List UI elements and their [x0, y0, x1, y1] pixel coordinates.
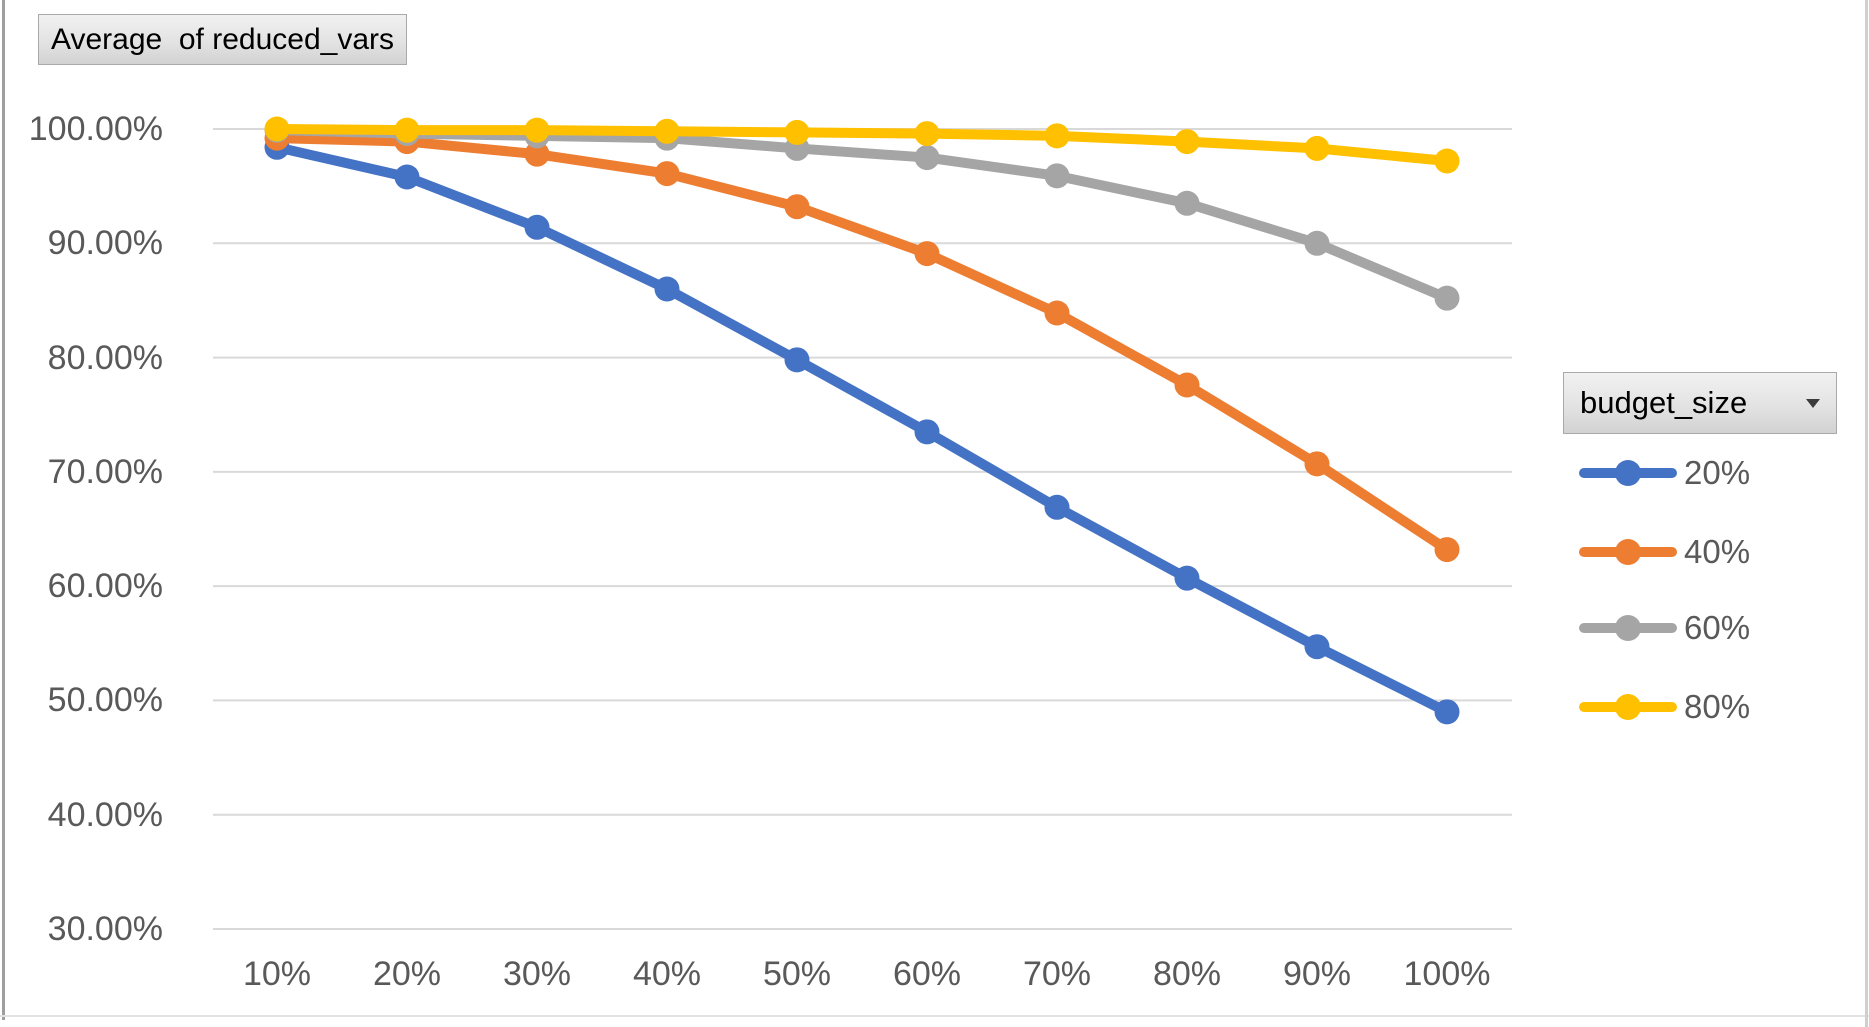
data-point-20%-90%	[1304, 634, 1330, 660]
legend-entry-20%: 20%	[1578, 453, 1750, 493]
y-axis-label: 50.00%	[47, 681, 163, 720]
legend-field-label: budget_size	[1580, 385, 1748, 420]
data-point-80%-60%	[914, 121, 940, 147]
data-point-20%-100%	[1434, 699, 1460, 725]
x-axis-label: 10%	[242, 955, 312, 993]
data-point-20%-60%	[914, 419, 940, 445]
data-point-60%-60%	[914, 145, 940, 171]
x-axis-label: 80%	[1152, 955, 1222, 993]
legend-entry-80%: 80%	[1578, 687, 1750, 727]
y-axis-label: 80.00%	[47, 338, 163, 377]
data-point-40%-50%	[784, 194, 810, 220]
chevron-down-icon[interactable]	[1806, 398, 1820, 408]
x-axis-label: 100%	[1403, 955, 1491, 993]
data-point-20%-70%	[1044, 494, 1070, 520]
data-point-40%-100%	[1434, 537, 1460, 563]
legend-label: 80%	[1684, 688, 1751, 725]
x-axis-label: 90%	[1282, 955, 1352, 993]
data-point-80%-50%	[784, 119, 810, 145]
data-point-20%-80%	[1174, 565, 1200, 591]
data-point-60%-80%	[1174, 190, 1200, 216]
x-axis-label: 30%	[502, 955, 572, 993]
series-line-80%	[272, 124, 1452, 166]
data-point-80%-90%	[1304, 135, 1330, 161]
data-point-40%-90%	[1304, 451, 1330, 477]
left-border-line	[2, 0, 5, 1020]
x-axis-label: 70%	[1022, 955, 1092, 993]
data-point-60%-90%	[1304, 230, 1330, 256]
data-point-80%-70%	[1044, 123, 1070, 149]
data-point-40%-40%	[654, 161, 680, 187]
y-axis-label: 60.00%	[47, 567, 163, 606]
series-line-20%	[272, 142, 1452, 717]
legend-marker-icon	[1579, 460, 1677, 486]
series-line-40%	[272, 133, 1452, 555]
x-axis-label: 20%	[372, 955, 442, 993]
legend-marker-icon	[1579, 615, 1677, 641]
y-axis-label: 70.00%	[47, 452, 163, 491]
legend-label: 40%	[1684, 533, 1751, 570]
right-border-line	[1865, 0, 1868, 1027]
x-axis-label: 60%	[892, 955, 962, 993]
data-point-80%-40%	[654, 118, 680, 144]
data-point-20%-40%	[654, 276, 680, 302]
legend-label: 60%	[1684, 609, 1751, 646]
data-point-60%-100%	[1434, 285, 1460, 311]
legend-marker-icon	[1579, 694, 1677, 720]
data-point-40%-80%	[1174, 372, 1200, 398]
series-line-60%	[272, 125, 1452, 304]
data-point-20%-30%	[524, 214, 550, 240]
legend-entry-40%: 40%	[1578, 532, 1750, 572]
bottom-border-line	[0, 1015, 1869, 1017]
x-axis-label: 50%	[762, 955, 832, 993]
data-point-20%-50%	[784, 347, 810, 373]
data-point-20%-20%	[394, 164, 420, 190]
data-point-60%-70%	[1044, 163, 1070, 189]
y-axis-label: 30.00%	[47, 910, 163, 948]
legend-entry-60%: 60%	[1578, 608, 1750, 648]
y-axis-label: 90.00%	[47, 224, 163, 263]
legend-marker-icon	[1579, 539, 1677, 565]
data-point-80%-100%	[1434, 148, 1460, 174]
data-point-40%-60%	[914, 241, 940, 267]
data-point-40%-70%	[1044, 300, 1070, 326]
x-axis-label: 40%	[632, 955, 702, 993]
y-axis-label: 40.00%	[47, 795, 163, 834]
data-point-40%-30%	[524, 141, 550, 167]
legend-label: 20%	[1684, 454, 1751, 491]
legend-field-button[interactable]: budget_size	[1563, 372, 1837, 434]
data-point-80%-30%	[524, 117, 550, 143]
data-point-80%-10%	[264, 116, 290, 142]
value-field-button[interactable]: Average of reduced_vars	[38, 14, 407, 65]
data-point-80%-80%	[1174, 129, 1200, 155]
data-point-80%-20%	[394, 117, 420, 143]
y-axis-label: 100.00%	[28, 110, 163, 148]
